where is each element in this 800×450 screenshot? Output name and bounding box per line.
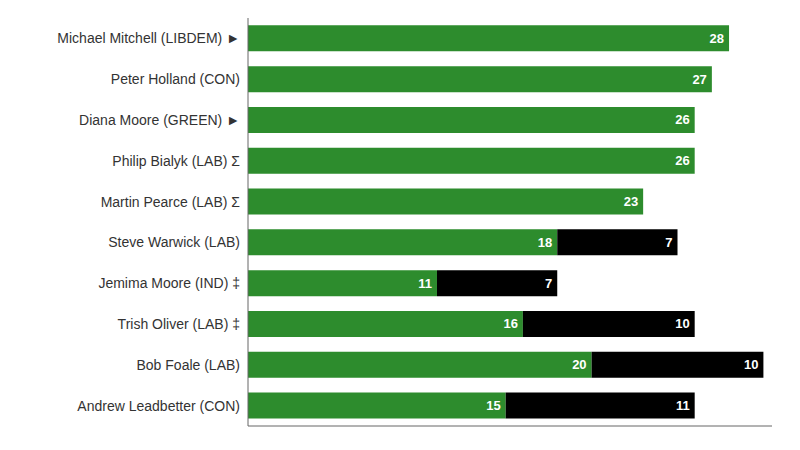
svg-text:Peter Holland (CON): Peter Holland (CON) [111,71,240,87]
svg-text:26: 26 [675,112,689,127]
svg-text:Andrew Leadbetter (CON): Andrew Leadbetter (CON) [77,398,240,414]
svg-text:20: 20 [572,357,586,372]
svg-text:15: 15 [486,398,500,413]
svg-text:16: 16 [503,316,517,331]
svg-text:7: 7 [665,235,672,250]
svg-text:23: 23 [624,194,638,209]
svg-text:11: 11 [676,398,690,413]
svg-text:28: 28 [710,31,724,46]
svg-text:Jemima Moore (IND) ‡: Jemima Moore (IND) ‡ [98,275,240,291]
svg-text:Michael Mitchell (LIBDEM) ►: Michael Mitchell (LIBDEM) ► [57,30,240,46]
svg-text:10: 10 [675,316,689,331]
svg-text:Martin Pearce (LAB) Σ: Martin Pearce (LAB) Σ [101,194,241,210]
svg-text:18: 18 [538,235,552,250]
svg-text:Steve Warwick (LAB): Steve Warwick (LAB) [108,234,240,250]
svg-text:7: 7 [545,276,552,291]
svg-text:Diana Moore (GREEN) ►: Diana Moore (GREEN) ► [79,112,240,128]
svg-text:Philip Bialyk (LAB) Σ: Philip Bialyk (LAB) Σ [112,153,240,169]
svg-text:11: 11 [418,276,432,291]
svg-text:Trish Oliver (LAB) ‡: Trish Oliver (LAB) ‡ [118,316,240,332]
svg-text:Bob Foale (LAB): Bob Foale (LAB) [137,357,241,373]
svg-text:26: 26 [675,153,689,168]
svg-text:10: 10 [744,357,758,372]
svg-text:27: 27 [692,72,706,87]
